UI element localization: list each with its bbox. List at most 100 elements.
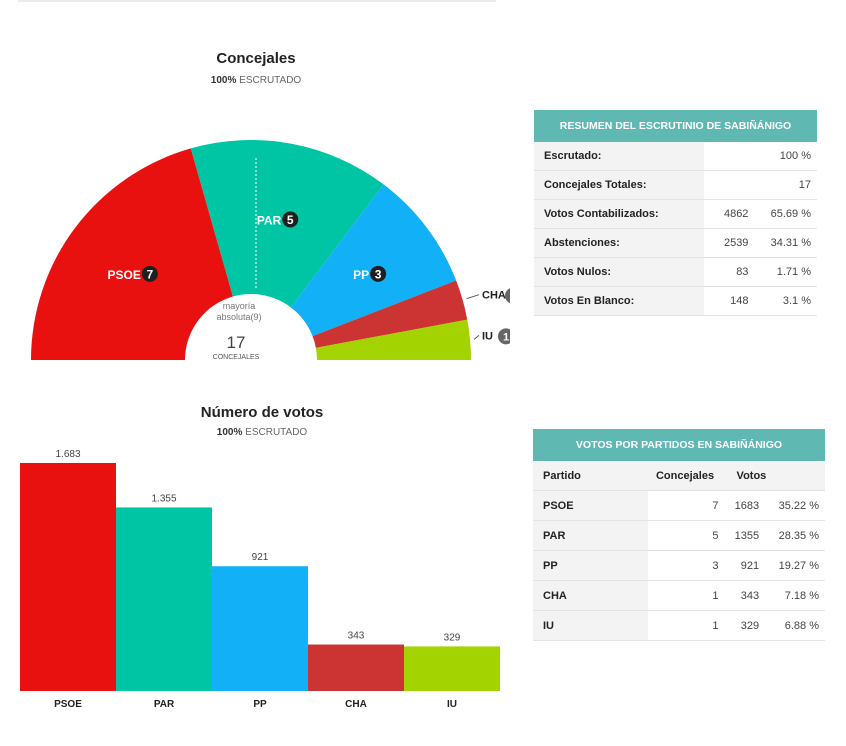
seats-chart-title: Concejales — [216, 50, 296, 67]
party-name: PP — [533, 550, 648, 581]
summary-count: 2539 — [703, 228, 755, 258]
seats-hemicycle-chart: mayoría absoluta(9) 17 CONCEJALES PSOE 7 P… — [31, 140, 510, 361]
seat-label-psoe: PSOE — [108, 268, 141, 282]
party-percent: 7.18 % — [765, 580, 825, 611]
summary-value: 34.31 % — [754, 228, 817, 258]
seat-badge-iu — [498, 328, 510, 345]
party-name: CHA — [533, 580, 648, 611]
party-seats: 3 — [647, 550, 725, 581]
summary-value: 17 — [754, 170, 817, 200]
summary-row: Escrutado: 100 % — [534, 142, 817, 171]
seat-leader-iu — [473, 334, 480, 340]
seat-slice-cha — [312, 280, 468, 348]
summary-label: Abstenciones: — [534, 228, 704, 258]
top-divider — [18, 0, 496, 2]
party-row: PP 3 921 19.27 % — [533, 550, 825, 581]
total-seats: 17 — [227, 333, 246, 352]
summary-label: Concejales Totales: — [534, 170, 704, 200]
party-percent: 6.88 % — [765, 610, 825, 641]
seat-slice-iu — [315, 319, 471, 360]
vote-value-cha: 343 — [348, 631, 365, 642]
seat-badge-par — [282, 211, 299, 228]
col-header-votes: Votos — [724, 461, 825, 491]
party-votes: 1355 — [724, 520, 766, 551]
seat-label-par: PAR — [257, 213, 282, 227]
seat-label-pp: PP — [353, 268, 369, 282]
vote-value-pp: 921 — [252, 552, 269, 563]
votes-chart-subtitle: 100% ESCRUTADO — [142, 427, 382, 438]
summary-label: Votos En Blanco: — [534, 286, 704, 316]
seat-slice-psoe — [31, 148, 233, 360]
majority-sublabel: absoluta(9) — [216, 312, 261, 322]
vote-bar-iu — [404, 646, 500, 691]
party-seats: 1 — [647, 610, 725, 641]
summary-count: 4862 — [703, 199, 755, 229]
vote-bar-cha — [308, 644, 404, 691]
seat-badge-pp — [370, 265, 387, 282]
seat-count-psoe: 7 — [147, 267, 154, 281]
summary-count — [703, 142, 755, 171]
vote-category-pp: PP — [253, 699, 267, 710]
party-seats: 5 — [647, 520, 725, 551]
summary-value: 1.71 % — [754, 257, 817, 287]
party-votes: 329 — [724, 610, 766, 641]
seat-count-iu: 1 — [503, 331, 509, 343]
seat-badge-psoe — [141, 265, 158, 282]
party-row: IU 1 329 6.88 % — [533, 610, 825, 641]
party-seats: 1 — [647, 580, 725, 611]
col-header-seats: Concejales — [647, 461, 725, 491]
party-name: IU — [533, 610, 648, 641]
summary-label: Votos Contabilizados: — [534, 199, 704, 229]
vote-category-iu: IU — [447, 699, 457, 710]
votes-bar-chart: 1.683 PSOE 1.355 PAR 921 PP 343 CHA 329 IU — [20, 449, 500, 710]
total-seats-label: CONCEJALES — [213, 354, 260, 361]
party-row: PAR 5 1355 28.35 % — [533, 520, 825, 551]
seats-scrutiny-label: ESCRUTADO — [239, 75, 302, 86]
parties-table: VOTOS POR PARTIDOS EN SABIÑÁNIGO Partido… — [533, 429, 825, 641]
majority-label: mayoría — [223, 301, 256, 311]
seat-slice-pp — [290, 184, 457, 337]
seat-label-cha: CHA — [482, 290, 506, 302]
vote-category-par: PAR — [154, 699, 175, 710]
party-name: PSOE — [533, 490, 648, 521]
summary-count — [703, 170, 755, 200]
seat-leader-cha — [466, 294, 480, 300]
party-row: PSOE 7 1683 35.22 % — [533, 490, 825, 521]
votes-scrutiny-label: ESCRUTADO — [245, 427, 308, 438]
parties-table-title: VOTOS POR PARTIDOS EN SABIÑÁNIGO — [533, 429, 825, 461]
seat-label-iu: IU — [482, 330, 493, 342]
party-votes: 1683 — [724, 490, 766, 521]
vote-category-psoe: PSOE — [54, 699, 82, 710]
vote-category-cha: CHA — [345, 699, 367, 710]
summary-count: 148 — [703, 286, 755, 316]
summary-value: 100 % — [754, 142, 817, 171]
summary-value: 65.69 % — [754, 199, 817, 229]
vote-bar-pp — [212, 566, 308, 691]
summary-table-title: RESUMEN DEL ESCRUTINIO DE SABIÑÁNIGO — [534, 110, 817, 142]
seat-count-par: 5 — [287, 213, 294, 227]
party-seats: 7 — [647, 490, 725, 521]
summary-row: Votos Nulos: 83 1.71 % — [534, 257, 817, 287]
summary-count: 83 — [703, 257, 755, 287]
summary-row: Abstenciones: 2539 34.31 % — [534, 228, 817, 258]
vote-value-iu: 329 — [444, 632, 461, 643]
party-row: CHA 1 343 7.18 % — [533, 580, 825, 611]
party-percent: 19.27 % — [765, 550, 825, 581]
vote-bar-psoe — [20, 463, 116, 691]
summary-row: Votos En Blanco: 148 3.1 % — [534, 286, 817, 316]
seat-count-pp: 3 — [375, 267, 382, 281]
party-votes: 343 — [724, 580, 766, 611]
party-name: PAR — [533, 520, 648, 551]
summary-row: Votos Contabilizados: 4862 65.69 % — [534, 199, 817, 229]
summary-label: Votos Nulos: — [534, 257, 704, 287]
party-percent: 35.22 % — [765, 490, 825, 521]
party-percent: 28.35 % — [765, 520, 825, 551]
summary-table: RESUMEN DEL ESCRUTINIO DE SABIÑÁNIGO Esc… — [534, 110, 817, 316]
party-votes: 921 — [724, 550, 766, 581]
seat-badge-cha — [505, 288, 510, 304]
summary-value: 3.1 % — [754, 286, 817, 316]
seats-chart-subtitle: 100% ESCRUTADO — [136, 75, 376, 86]
seats-scrutiny-percent: 100% — [210, 75, 237, 86]
vote-value-psoe: 1.683 — [55, 449, 80, 460]
votes-scrutiny-percent: 100% — [216, 427, 243, 438]
